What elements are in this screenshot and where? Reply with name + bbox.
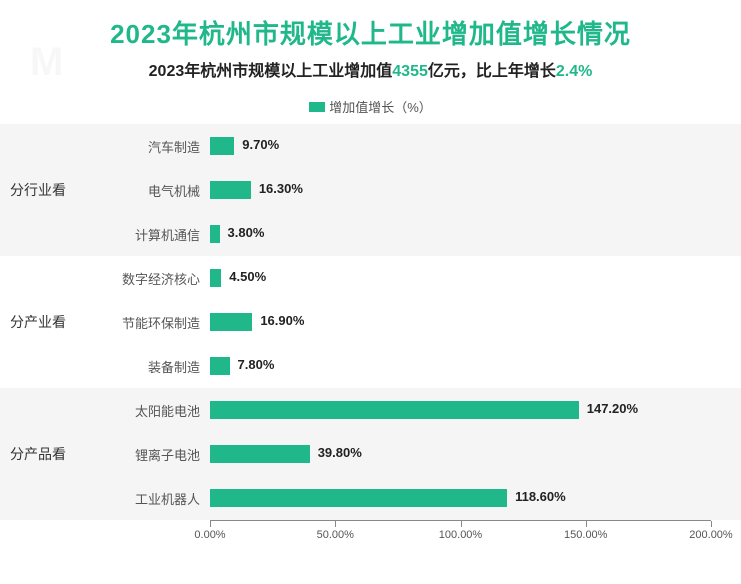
value-label: 7.80% xyxy=(238,357,275,372)
group-label: 分产业看 xyxy=(0,312,90,332)
value-label: 3.80% xyxy=(228,225,265,240)
value-label: 16.30% xyxy=(259,181,303,196)
value-label: 147.20% xyxy=(587,401,638,416)
group-label-column: 分行业看分产业看分产品看 xyxy=(0,124,90,520)
subtitle-mid: 亿元，比上年增长 xyxy=(428,63,556,80)
value-label: 9.70% xyxy=(242,137,279,152)
group-label: 分行业看 xyxy=(0,180,90,200)
bar xyxy=(210,269,221,287)
x-axis: 0.00%50.00%100.00%150.00%200.00% xyxy=(210,520,711,521)
bar xyxy=(210,181,251,199)
value-label: 4.50% xyxy=(229,269,266,284)
bar xyxy=(210,137,234,155)
axis-tick-label: 100.00% xyxy=(439,529,482,541)
axis-tick-label: 200.00% xyxy=(689,529,732,541)
value-label: 16.90% xyxy=(260,313,304,328)
category-label: 太阳能电池 xyxy=(90,401,210,420)
bar xyxy=(210,313,252,331)
legend: 增加值增长（%） xyxy=(0,97,741,116)
category-label-column: 汽车制造电气机械计算机通信数字经济核心节能环保制造装备制造太阳能电池锂离子电池工… xyxy=(90,124,210,520)
category-label: 电气机械 xyxy=(90,181,210,200)
bar xyxy=(210,357,230,375)
axis-tick xyxy=(210,521,211,527)
chart-area: 9.70% 16.30% 3.80% 4.50% 16.90% 7.80% 147.20% 3… xyxy=(0,124,741,564)
category-label: 锂离子电池 xyxy=(90,445,210,464)
category-label: 计算机通信 xyxy=(90,225,210,244)
plot-region: 9.70% 16.30% 3.80% 4.50% 16.90% 7.80% 147.20% 3… xyxy=(210,124,711,520)
subtitle-prefix: 2023年杭州市规模以上工业增加值 xyxy=(149,63,393,80)
legend-label: 增加值增长（%） xyxy=(329,100,432,115)
axis-tick xyxy=(586,521,587,527)
subtitle-value1: 4355 xyxy=(392,63,428,80)
bar xyxy=(210,225,220,243)
axis-tick xyxy=(711,521,712,527)
axis-tick xyxy=(461,521,462,527)
subtitle-value2: 2.4% xyxy=(556,63,592,80)
group-label: 分产品看 xyxy=(0,444,90,464)
bar xyxy=(210,445,310,463)
axis-tick xyxy=(335,521,336,527)
category-label: 汽车制造 xyxy=(90,137,210,156)
value-label: 118.60% xyxy=(515,489,566,504)
axis-tick-label: 150.00% xyxy=(564,529,607,541)
chart-subtitle: 2023年杭州市规模以上工业增加值4355亿元，比上年增长2.4% xyxy=(0,57,741,81)
bar xyxy=(210,401,579,419)
category-label: 数字经济核心 xyxy=(90,269,210,288)
value-label: 39.80% xyxy=(318,445,362,460)
category-label: 节能环保制造 xyxy=(90,313,210,332)
chart-title: 2023年杭州市规模以上工业增加值增长情况 xyxy=(0,0,741,51)
category-label: 装备制造 xyxy=(90,357,210,376)
legend-swatch xyxy=(309,102,325,112)
category-label: 工业机器人 xyxy=(90,489,210,508)
axis-tick-label: 0.00% xyxy=(194,529,225,541)
axis-tick-label: 50.00% xyxy=(317,529,354,541)
bar xyxy=(210,489,507,507)
